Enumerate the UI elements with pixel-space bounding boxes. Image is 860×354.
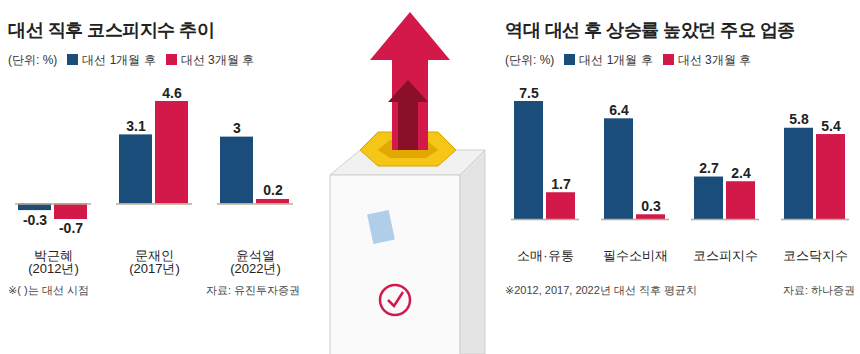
html-text:대선 1개월 후: 대선 1개월 후 (579, 53, 653, 67)
html-text:대선 3개월 후: 대선 3개월 후 (180, 53, 254, 67)
svg-text:윤석열(2022년): 윤석열(2022년) (230, 248, 281, 276)
svg-text:박근혜(2012년): 박근혜(2012년) (28, 248, 79, 276)
svg-text:2.7: 2.7 (699, 160, 719, 176)
html-text:(단위: %): (단위: %) (505, 53, 555, 67)
html-text:대선 3개월 후: 대선 3개월 후 (677, 53, 751, 67)
svg-text:5.8: 5.8 (789, 111, 809, 127)
svg-text:소매·유통: 소매·유통 (517, 248, 573, 263)
svg-text:문재인(2017년): 문재인(2017년) (129, 248, 180, 276)
svg-text:1.7: 1.7 (551, 176, 571, 192)
html-text:※2012, 2017, 2022년 대선 직후 평균치: ※2012, 2017, 2022년 대선 직후 평균치 (505, 284, 697, 296)
html-text:대선 1개월 후: 대선 1개월 후 (82, 53, 156, 67)
svg-text:필수소비재: 필수소비재 (603, 248, 668, 263)
html-text:※( )는 대선 시점: ※( )는 대선 시점 (8, 284, 89, 296)
svg-text:3.1: 3.1 (126, 118, 146, 134)
html-text:(단위: %): (단위: %) (8, 53, 58, 67)
svg-text:-0.7: -0.7 (59, 220, 83, 236)
svg-text:5.4: 5.4 (821, 118, 841, 134)
svg-text:코스닥지수: 코스닥지수 (783, 248, 848, 263)
svg-text:2.4: 2.4 (731, 165, 751, 181)
html-text:자료: 하나증권: 자료: 하나증권 (782, 284, 855, 296)
html-text:역대 대선 후 상승률 높았던 주요 업종: 역대 대선 후 상승률 높았던 주요 업종 (505, 20, 795, 40)
svg-text:6.4: 6.4 (609, 102, 629, 118)
svg-text:7.5: 7.5 (519, 85, 539, 101)
svg-text:0.2: 0.2 (263, 182, 283, 198)
svg-text:-0.3: -0.3 (23, 212, 47, 228)
html-text:자료: 유진투자증권: 자료: 유진투자증권 (205, 284, 300, 296)
svg-text:3: 3 (233, 120, 241, 136)
svg-text:0.3: 0.3 (641, 198, 661, 214)
svg-text:코스피지수: 코스피지수 (693, 248, 758, 263)
svg-text:4.6: 4.6 (162, 85, 182, 101)
html-text:대선 직후 코스피지수 추이: 대선 직후 코스피지수 추이 (8, 20, 214, 40)
